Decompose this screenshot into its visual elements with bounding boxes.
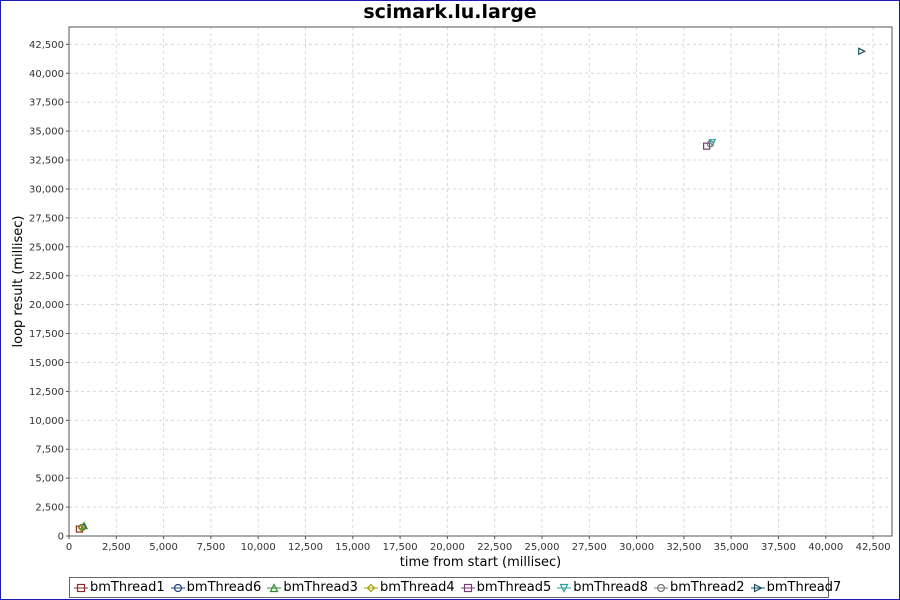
x-tick-label: 37,500 (761, 542, 796, 553)
y-tick-label: 10,000 (29, 416, 64, 427)
x-tick-label: 25,000 (524, 542, 559, 553)
x-tick-label: 32,500 (666, 542, 701, 553)
y-tick-label: 2,500 (35, 503, 64, 514)
y-tick-label: 0 (58, 532, 64, 543)
x-tick-label: 12,500 (288, 542, 323, 553)
grid-layer (68, 27, 892, 537)
data-point-bmThread5 (702, 142, 711, 150)
legend-marker (753, 583, 763, 592)
x-tick-label: 10,000 (241, 542, 276, 553)
x-tick-label: 27,500 (572, 542, 607, 553)
y-tick-label: 5,000 (35, 474, 64, 485)
point-layer (75, 47, 867, 533)
x-tick-label: 0 (66, 542, 72, 553)
y-tick-label: 20,000 (29, 300, 64, 311)
legend-marker-icon (267, 582, 282, 592)
legend-marker-icon (74, 583, 88, 592)
legend-item-bmThread6: bmThread6 (170, 580, 262, 595)
legend-item-bmThread5: bmThread5 (460, 580, 552, 595)
legend-item-bmThread4: bmThread4 (363, 580, 455, 595)
legend-marker-icon (557, 583, 572, 593)
legend-marker-icon (460, 583, 475, 592)
legend-marker (463, 583, 472, 592)
y-tick-label: 22,500 (29, 271, 64, 282)
y-axis-label: loop result (millisec) (11, 216, 26, 348)
y-tick-label: 35,000 (29, 127, 64, 138)
legend-marker (656, 583, 666, 592)
x-tick-label: 40,000 (808, 542, 843, 553)
plot-area (68, 26, 893, 537)
legend-item-bmThread2: bmThread2 (653, 580, 745, 595)
y-tick-label: 37,500 (29, 98, 64, 109)
legend-label: bmThread6 (186, 580, 262, 595)
x-tick-label: 35,000 (714, 542, 749, 553)
legend-marker (173, 583, 182, 592)
legend-item-bmThread1: bmThread1 (74, 580, 165, 595)
tick-layer: 0 2,500 5,000 7,500 10,000 12,500 15,000 17,500… (29, 40, 891, 553)
x-tick-label: 42,500 (856, 542, 891, 553)
legend-item-bmThread3: bmThread3 (267, 580, 358, 595)
y-tick-label: 7,500 (35, 445, 64, 456)
y-tick-label: 17,500 (29, 329, 64, 340)
x-tick-label: 22,500 (477, 542, 512, 553)
y-tick-label: 32,500 (29, 156, 64, 167)
data-point-bmThread4 (77, 524, 86, 532)
y-tick-label: 40,000 (29, 69, 64, 80)
y-tick-label: 42,500 (29, 40, 64, 51)
x-axis-label: time from start (millisec) (400, 555, 561, 570)
legend-marker-icon (750, 583, 765, 592)
legend-label: bmThread4 (379, 580, 455, 595)
x-tick-label: 5,000 (149, 542, 178, 553)
x-tick-label: 17,500 (383, 542, 418, 553)
y-tick-label: 30,000 (29, 184, 64, 195)
x-tick-label: 30,000 (619, 542, 654, 553)
legend-label: bmThread5 (476, 580, 552, 595)
legend-marker (559, 583, 569, 593)
legend-marker-icon (170, 583, 185, 592)
x-tick-label: 15,000 (335, 542, 370, 553)
chart-title: scimark.lu.large (363, 1, 537, 23)
y-tick-label: 27,500 (29, 213, 64, 224)
data-point-bmThread2 (706, 140, 714, 148)
y-tick-label: 15,000 (29, 358, 64, 369)
y-tick-label: 12,500 (29, 387, 64, 398)
legend-marker (366, 583, 376, 592)
legend-label: bmThread8 (573, 580, 648, 595)
legend-marker-icon (363, 583, 378, 592)
data-point-bmThread7 (858, 47, 867, 56)
legend-item-bmThread8: bmThread8 (557, 580, 648, 595)
legend-label: bmThread7 (766, 580, 842, 595)
legend-label: bmThread2 (669, 580, 745, 595)
y-tick-label: 25,000 (29, 242, 64, 253)
legend-marker (76, 583, 86, 592)
legend-marker (269, 582, 279, 592)
legend: bmThread1 bmThread6 bmThread3 bmThread4 bmTh… (69, 577, 841, 598)
x-tick-label: 20,000 (430, 542, 465, 553)
legend-label: bmThread1 (90, 580, 165, 595)
x-tick-label: 2,500 (102, 542, 131, 553)
legend-marker-icon (653, 583, 668, 592)
legend-label: bmThread3 (283, 580, 358, 595)
legend-item-bmThread7: bmThread7 (750, 580, 842, 595)
x-tick-label: 7,500 (197, 542, 226, 553)
